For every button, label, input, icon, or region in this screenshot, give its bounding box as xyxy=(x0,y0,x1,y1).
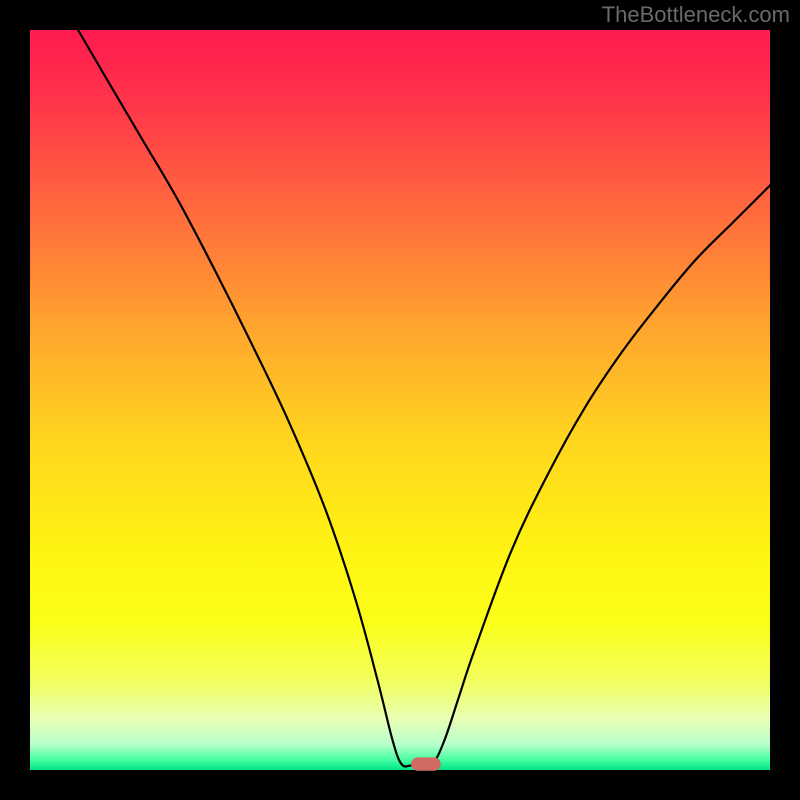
optimal-point-marker xyxy=(411,757,441,770)
gradient-background xyxy=(30,30,770,770)
chart-frame: TheBottleneck.com xyxy=(0,0,800,800)
plot-area xyxy=(30,30,770,771)
bottleneck-chart xyxy=(0,0,800,800)
watermark-text: TheBottleneck.com xyxy=(602,2,790,28)
